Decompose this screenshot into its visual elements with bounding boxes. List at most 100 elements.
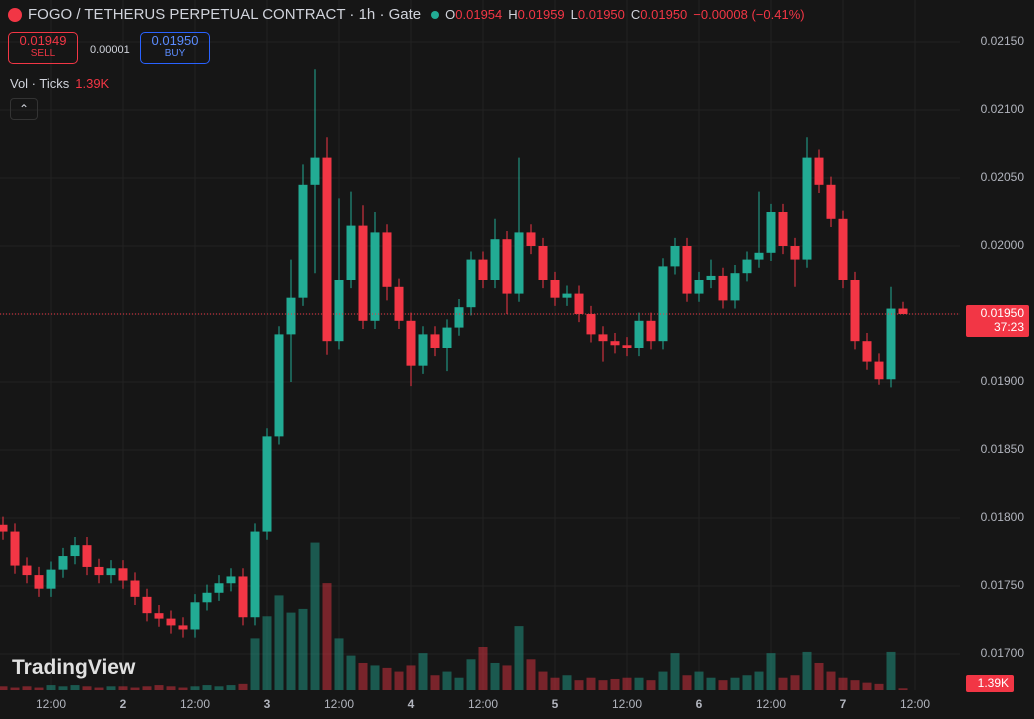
candle-body bbox=[106, 568, 116, 576]
candle-body bbox=[334, 279, 344, 342]
header: FOGO / TETHERUS PERPETUAL CONTRACT · 1h … bbox=[8, 6, 805, 23]
x-tick-label: 4 bbox=[408, 697, 415, 711]
volume-bar bbox=[850, 680, 860, 690]
candle-body bbox=[526, 232, 536, 247]
y-tick-label: 0.02150 bbox=[981, 34, 1025, 48]
spread: 0.00001 bbox=[90, 44, 130, 56]
candle-body bbox=[202, 592, 212, 603]
volume-bar bbox=[754, 671, 764, 690]
y-tick-label: 0.02000 bbox=[981, 238, 1025, 252]
candle-body bbox=[274, 334, 284, 437]
volume-bar bbox=[226, 685, 236, 690]
candle-body bbox=[310, 157, 320, 185]
candle-body bbox=[694, 279, 704, 294]
sell-button[interactable]: 0.01949 SELL bbox=[8, 32, 78, 64]
candle-body bbox=[46, 569, 56, 589]
candle-body bbox=[82, 545, 92, 567]
volume-bar bbox=[262, 616, 272, 690]
volume-title: Vol · Ticks bbox=[10, 76, 70, 91]
candle-body bbox=[166, 618, 176, 626]
volume-bar bbox=[610, 678, 620, 690]
volume-bar bbox=[742, 675, 752, 690]
candle-body bbox=[862, 341, 872, 362]
sell-label: SELL bbox=[30, 48, 56, 59]
volume-bar bbox=[334, 638, 344, 690]
candle-body bbox=[0, 524, 8, 532]
candle-body bbox=[298, 184, 308, 298]
buy-button[interactable]: 0.01950 BUY bbox=[140, 32, 210, 64]
volume-bar bbox=[670, 653, 680, 690]
y-tick-label: 0.01750 bbox=[981, 578, 1025, 592]
candle-body bbox=[226, 576, 236, 584]
symbol-icon bbox=[8, 7, 22, 22]
last-volume-label: 1.39K bbox=[978, 676, 1009, 690]
candle-body bbox=[898, 308, 908, 314]
candle-body bbox=[754, 252, 764, 260]
candle-body bbox=[874, 361, 884, 380]
volume-bar bbox=[238, 683, 248, 690]
candle-body bbox=[178, 625, 188, 630]
watermark: TradingView bbox=[12, 656, 136, 679]
volume-bar bbox=[862, 682, 872, 690]
volume-bar bbox=[658, 671, 668, 690]
candle-body bbox=[394, 286, 404, 321]
candle-body bbox=[742, 259, 752, 274]
last-price-label: 0.01950 bbox=[981, 306, 1025, 320]
ohlc-open: O0.01954 bbox=[445, 7, 502, 22]
countdown: 37:23 bbox=[994, 320, 1024, 334]
candle-body bbox=[802, 157, 812, 260]
buy-label: BUY bbox=[164, 48, 186, 59]
volume-bar bbox=[46, 685, 56, 690]
ohlc-value: 0.01959 bbox=[517, 7, 565, 22]
volume-bar bbox=[514, 626, 524, 690]
collapse-button[interactable]: ⌃ bbox=[10, 98, 38, 120]
candle-body bbox=[442, 327, 452, 348]
x-tick-label: 3 bbox=[264, 697, 271, 711]
candle-body bbox=[238, 576, 248, 618]
last-price-box bbox=[966, 304, 1029, 337]
y-tick-label: 0.02050 bbox=[981, 170, 1025, 184]
volume-bar bbox=[466, 659, 476, 690]
candle-body bbox=[490, 239, 500, 280]
candle-body bbox=[430, 334, 440, 348]
candle-body bbox=[322, 157, 332, 342]
candle-body bbox=[646, 320, 656, 342]
ohlc-close: C0.01950 bbox=[631, 7, 687, 22]
volume-bar bbox=[406, 665, 416, 690]
candle-body bbox=[58, 556, 68, 570]
volume-bar bbox=[322, 583, 332, 690]
volume-bar bbox=[286, 612, 296, 690]
candle-body bbox=[634, 320, 644, 348]
ohlc-value: 0.01950 bbox=[577, 7, 625, 22]
candle-body bbox=[454, 307, 464, 328]
candle-body bbox=[766, 212, 776, 253]
ohlc-label: C bbox=[630, 7, 641, 22]
ohlc-high: H0.01959 bbox=[508, 7, 564, 22]
candle-body bbox=[10, 531, 20, 566]
volume-bar bbox=[430, 675, 440, 690]
candle-body bbox=[658, 266, 668, 342]
volume-bar bbox=[598, 680, 608, 690]
volume-bar bbox=[142, 686, 152, 690]
volume-bar bbox=[154, 685, 164, 690]
volume-bar bbox=[538, 671, 548, 690]
ohlc: O0.01954 H0.01959 L0.01950 C0.01950 −0.0… bbox=[445, 7, 804, 22]
ohlc-value: 0.01950 bbox=[640, 7, 688, 22]
candle-body bbox=[706, 275, 716, 280]
volume-bar bbox=[874, 683, 884, 690]
symbol[interactable]: FOGO / TETHERUS PERPETUAL CONTRACT · 1h … bbox=[28, 6, 422, 23]
volume-legend: Vol · Ticks 1.39K bbox=[10, 76, 109, 91]
volume-bar bbox=[562, 675, 572, 690]
volume-bar bbox=[118, 686, 128, 690]
x-tick-label: 12:00 bbox=[324, 697, 354, 711]
volume-bar bbox=[202, 685, 212, 690]
volume-bar bbox=[634, 677, 644, 690]
volume-bar bbox=[886, 651, 896, 690]
price-axis-bg bbox=[960, 0, 1034, 719]
candle-body bbox=[466, 259, 476, 308]
volume-value: 1.39K bbox=[75, 76, 110, 91]
volume-bar bbox=[694, 671, 704, 690]
candle-body bbox=[538, 246, 548, 280]
volume-bar bbox=[814, 662, 824, 690]
